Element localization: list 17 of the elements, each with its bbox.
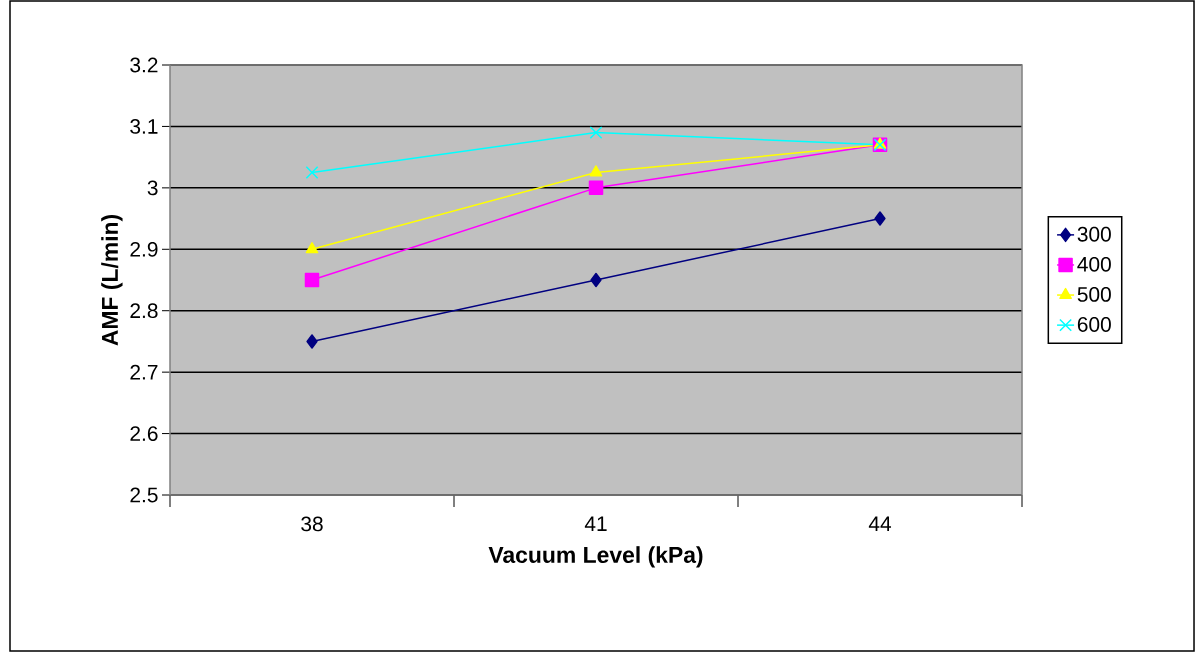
legend-label: 400 xyxy=(1077,256,1111,272)
y-axis-title: AMF (L/min) xyxy=(101,214,123,346)
y-tick-label: 2.5 xyxy=(130,487,158,503)
x-axis-title: Vacuum Level (kPa) xyxy=(488,546,703,568)
y-tick-label: 3 xyxy=(147,180,158,196)
x-tick-label: 44 xyxy=(868,516,892,531)
legend-label: 600 xyxy=(1077,317,1111,332)
x-tick-label: 38 xyxy=(301,516,323,532)
legend-label: 300 xyxy=(1077,226,1111,242)
y-tick-label: 2.7 xyxy=(130,364,158,380)
legend-label: 500 xyxy=(1077,286,1111,302)
x-tick-label: 41 xyxy=(584,516,607,531)
y-tick-label: 3.2 xyxy=(130,57,158,73)
y-tick-label: 2.6 xyxy=(130,426,158,441)
y-tick-label: 2.9 xyxy=(130,241,158,257)
y-tick-label: 3.1 xyxy=(130,119,158,134)
y-tick-label: 2.8 xyxy=(130,303,158,319)
